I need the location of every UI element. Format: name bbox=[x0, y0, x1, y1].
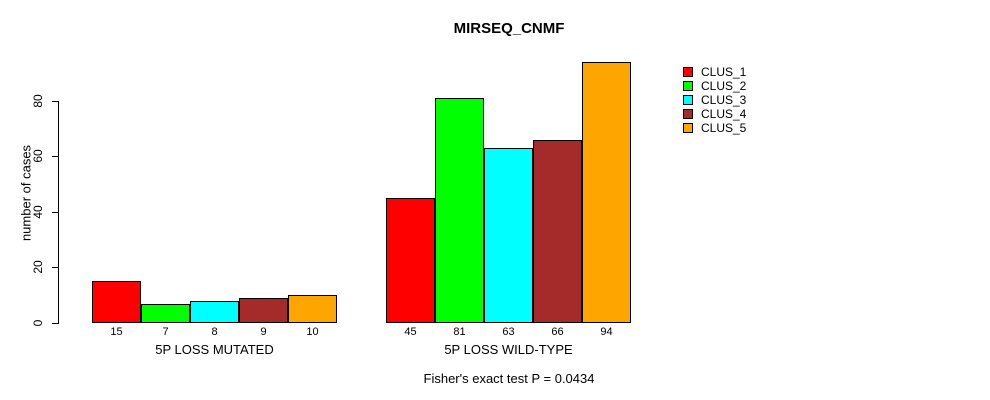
bar-value-label: 94 bbox=[600, 326, 613, 338]
y-axis-tick bbox=[52, 323, 59, 324]
bar-clus_2-5p-loss-wild-type bbox=[435, 98, 484, 323]
x-axis-category-label: 5P LOSS WILD-TYPE bbox=[444, 342, 573, 357]
legend-label: CLUS_5 bbox=[701, 120, 747, 135]
bar-value-label: 8 bbox=[211, 326, 218, 338]
legend-label: CLUS_1 bbox=[701, 64, 747, 79]
y-axis-tick-label: 40 bbox=[31, 205, 45, 219]
legend-swatch-icon bbox=[683, 66, 693, 77]
bar-clus_3-5p-loss-mutated bbox=[190, 301, 239, 323]
legend: CLUS_1 CLUS_2 CLUS_3 CLUS_4 CLUS_5 bbox=[683, 65, 746, 135]
y-axis-tick bbox=[52, 100, 59, 102]
y-axis-tick-label: 60 bbox=[31, 149, 45, 163]
y-axis-tick bbox=[52, 211, 59, 213]
y-axis-tick bbox=[52, 267, 59, 269]
legend-label: CLUS_3 bbox=[701, 92, 747, 107]
bar-clus_3-5p-loss-wild-type bbox=[484, 148, 533, 323]
bar-clus_4-5p-loss-wild-type bbox=[533, 140, 582, 323]
legend-item-clus_3: CLUS_3 bbox=[683, 93, 746, 106]
bar-value-label: 45 bbox=[404, 326, 417, 338]
bar-clus_5-5p-loss-mutated bbox=[288, 295, 337, 323]
bar-value-label: 81 bbox=[453, 326, 466, 338]
legend-item-clus_1: CLUS_1 bbox=[683, 65, 746, 78]
bar-clus_4-5p-loss-mutated bbox=[239, 298, 288, 323]
x-axis-category-label: 5P LOSS MUTATED bbox=[155, 342, 274, 357]
bar-clus_1-5p-loss-mutated bbox=[92, 281, 141, 323]
legend-label: CLUS_2 bbox=[701, 78, 747, 93]
bar-value-label: 10 bbox=[306, 326, 319, 338]
bar-clus_5-5p-loss-wild-type bbox=[582, 62, 631, 323]
legend-swatch-icon bbox=[683, 80, 693, 91]
legend-swatch-icon bbox=[683, 122, 693, 133]
y-axis-tick bbox=[52, 156, 59, 158]
legend-swatch-icon bbox=[683, 94, 693, 105]
legend-item-clus_2: CLUS_2 bbox=[683, 79, 746, 92]
chart-title: MIRSEQ_CNMF bbox=[453, 20, 565, 37]
y-axis-tick-label: 0 bbox=[31, 319, 45, 327]
y-axis-tick-label: 80 bbox=[31, 93, 45, 108]
bar-value-label: 9 bbox=[260, 326, 267, 338]
bar-value-label: 15 bbox=[110, 326, 123, 338]
y-axis-tick-label: 20 bbox=[31, 260, 45, 275]
legend-label: CLUS_4 bbox=[701, 106, 747, 121]
bar-value-label: 7 bbox=[162, 326, 169, 338]
bar-value-label: 66 bbox=[551, 326, 564, 338]
legend-item-clus_4: CLUS_4 bbox=[683, 107, 746, 120]
legend-item-clus_5: CLUS_5 bbox=[683, 121, 746, 134]
bar-clus_2-5p-loss-mutated bbox=[141, 304, 190, 323]
footnote: Fisher's exact test P = 0.0434 bbox=[423, 371, 595, 386]
bar-clus_1-5p-loss-wild-type bbox=[386, 198, 435, 323]
legend-swatch-icon bbox=[683, 108, 693, 119]
bar-value-label: 63 bbox=[502, 326, 515, 338]
